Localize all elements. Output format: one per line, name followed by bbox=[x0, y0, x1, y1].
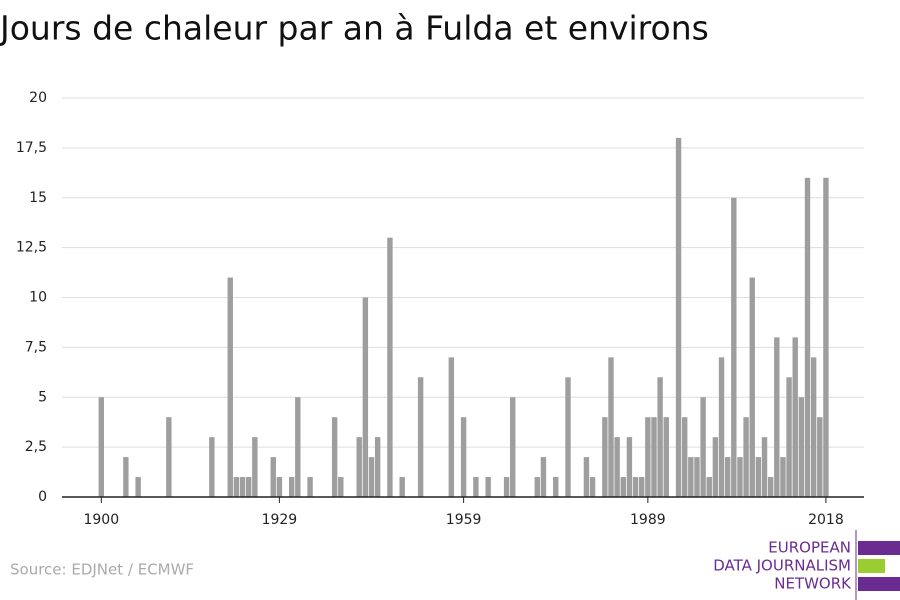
bar bbox=[227, 277, 233, 497]
bar bbox=[792, 337, 798, 497]
bar bbox=[245, 477, 252, 497]
bar bbox=[553, 477, 559, 497]
bar bbox=[276, 477, 283, 497]
bar bbox=[767, 477, 774, 497]
bar bbox=[387, 237, 393, 497]
bar bbox=[663, 417, 669, 497]
bar bbox=[817, 417, 823, 497]
bar bbox=[786, 377, 792, 497]
y-tick-label: 10 bbox=[29, 290, 47, 306]
bar bbox=[288, 477, 295, 497]
logo-bar bbox=[858, 541, 900, 555]
bar bbox=[755, 457, 762, 497]
y-tick-label: 5 bbox=[38, 389, 47, 405]
bar bbox=[399, 477, 405, 497]
bar bbox=[503, 477, 510, 497]
bar bbox=[583, 457, 590, 497]
bar bbox=[712, 437, 719, 497]
bar bbox=[737, 457, 743, 497]
x-tick-label: 2018 bbox=[808, 512, 844, 528]
bar bbox=[620, 477, 626, 497]
bar bbox=[166, 417, 172, 497]
bar bbox=[626, 437, 633, 497]
bar bbox=[534, 477, 541, 497]
y-tick-label: 20 bbox=[29, 90, 47, 106]
bar bbox=[417, 377, 424, 497]
bar bbox=[239, 477, 246, 497]
bar bbox=[331, 417, 338, 497]
bar bbox=[780, 457, 786, 497]
bar bbox=[688, 457, 694, 497]
bar bbox=[295, 397, 301, 497]
bar bbox=[761, 437, 768, 497]
bar bbox=[448, 357, 455, 497]
y-tick-label: 15 bbox=[29, 190, 47, 206]
x-tick-label: 1989 bbox=[630, 512, 666, 528]
bar bbox=[368, 457, 375, 497]
chart-title: Jours de chaleur par an à Fulda et envir… bbox=[0, 9, 709, 48]
bar bbox=[724, 457, 731, 497]
y-tick-label: 17,5 bbox=[16, 140, 47, 156]
bar bbox=[645, 417, 651, 497]
bar bbox=[135, 477, 141, 497]
source: Source: EDJNet / ECMWF bbox=[10, 561, 194, 579]
bar bbox=[307, 477, 313, 497]
bar bbox=[718, 357, 725, 497]
bar bbox=[362, 297, 369, 497]
bar bbox=[675, 137, 682, 497]
x-tick-label: 1959 bbox=[446, 512, 482, 528]
logo-text: DATA JOURNALISM bbox=[713, 557, 851, 575]
bar bbox=[731, 197, 737, 497]
y-tick-label: 12,5 bbox=[16, 240, 47, 256]
bar bbox=[614, 437, 620, 497]
bar bbox=[823, 177, 829, 498]
bar bbox=[810, 357, 817, 497]
bar bbox=[694, 457, 700, 497]
bar bbox=[209, 437, 215, 497]
bar bbox=[657, 377, 663, 497]
bar bbox=[356, 437, 362, 497]
bar bbox=[123, 457, 129, 497]
bar bbox=[706, 477, 712, 497]
y-tick-label: 7,5 bbox=[25, 339, 47, 355]
bar bbox=[749, 277, 755, 497]
bar bbox=[540, 457, 547, 497]
bar bbox=[460, 417, 467, 497]
bar bbox=[638, 477, 645, 497]
bar bbox=[804, 177, 811, 498]
bar bbox=[374, 437, 381, 497]
bar bbox=[338, 477, 344, 497]
bar bbox=[473, 477, 479, 497]
bar bbox=[798, 397, 805, 497]
y-tick-label: 2,5 bbox=[25, 439, 47, 455]
x-tick-label: 1900 bbox=[83, 512, 119, 528]
bar bbox=[589, 477, 596, 497]
bar bbox=[252, 437, 258, 497]
x-tick-label: 1929 bbox=[262, 512, 298, 528]
logo-bar bbox=[858, 577, 900, 591]
bar bbox=[485, 477, 491, 497]
bar bbox=[632, 477, 639, 497]
bar bbox=[743, 417, 749, 497]
y-tick-label: 0 bbox=[38, 489, 47, 505]
bar bbox=[98, 397, 105, 497]
bar bbox=[233, 477, 240, 497]
bar bbox=[270, 457, 276, 497]
bar bbox=[602, 417, 608, 497]
bar bbox=[700, 397, 706, 497]
logo-text: NETWORK bbox=[774, 575, 852, 593]
bar bbox=[510, 397, 516, 497]
logo-bar bbox=[858, 559, 885, 573]
logo-text: EUROPEAN bbox=[768, 539, 851, 557]
bar bbox=[774, 337, 780, 497]
bar bbox=[565, 377, 571, 497]
bar bbox=[651, 417, 657, 497]
bar bbox=[681, 417, 688, 497]
bar bbox=[608, 357, 614, 497]
